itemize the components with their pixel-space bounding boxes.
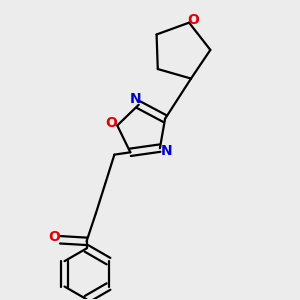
Text: O: O xyxy=(49,230,61,244)
Text: O: O xyxy=(106,116,118,130)
Text: N: N xyxy=(130,92,141,106)
Text: O: O xyxy=(187,13,199,27)
Text: N: N xyxy=(160,144,172,158)
